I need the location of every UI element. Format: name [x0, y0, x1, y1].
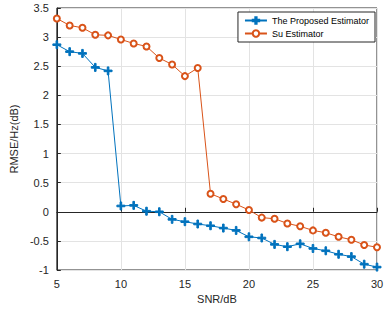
svg-text:1.5: 1.5 — [34, 118, 49, 130]
svg-text:RMSE/Hz(dB): RMSE/Hz(dB) — [8, 104, 20, 173]
svg-text:0: 0 — [43, 206, 49, 218]
svg-text:15: 15 — [179, 278, 191, 290]
svg-text:10: 10 — [115, 278, 127, 290]
svg-text:SNR/dB: SNR/dB — [197, 293, 237, 305]
svg-text:30: 30 — [371, 278, 383, 290]
svg-text:The Proposed Estimator: The Proposed Estimator — [272, 16, 369, 26]
svg-text:2: 2 — [43, 89, 49, 101]
svg-text:3: 3 — [43, 31, 49, 43]
svg-text:-0.5: -0.5 — [30, 235, 49, 247]
svg-text:2.5: 2.5 — [34, 60, 49, 72]
svg-text:Su Estimator: Su Estimator — [272, 29, 324, 39]
svg-text:0.5: 0.5 — [34, 177, 49, 189]
svg-text:20: 20 — [243, 278, 255, 290]
svg-text:-1: -1 — [39, 264, 49, 276]
svg-text:3.5: 3.5 — [34, 2, 49, 14]
svg-text:25: 25 — [307, 278, 319, 290]
svg-text:1: 1 — [43, 148, 49, 160]
svg-text:5: 5 — [54, 278, 60, 290]
